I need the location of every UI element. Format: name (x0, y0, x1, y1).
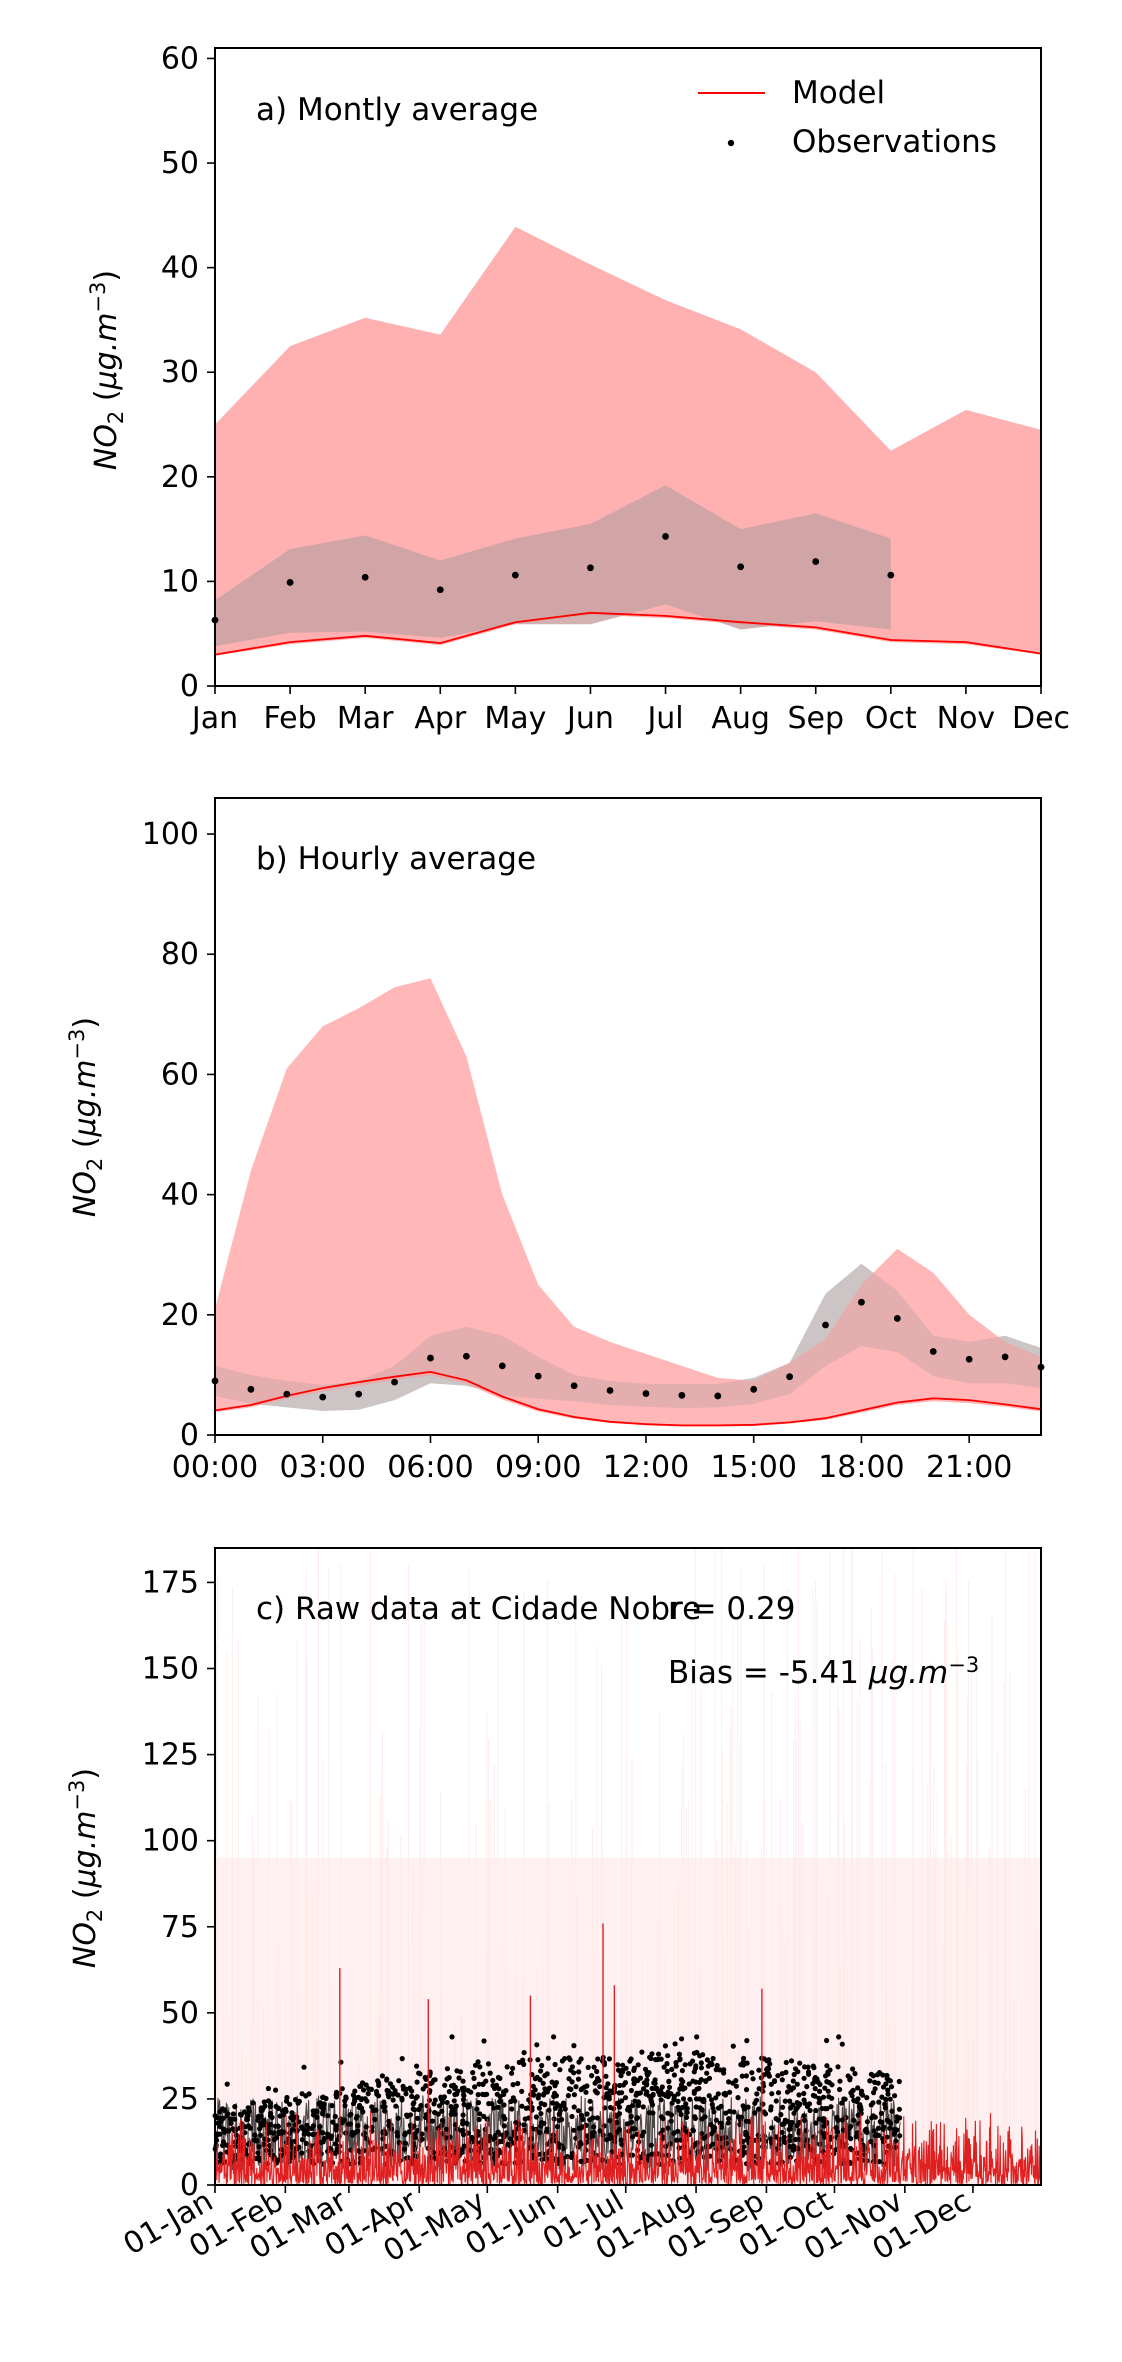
panel-a-xtick-label: Jun (565, 701, 614, 736)
panel-a-ytick-label: 30 (161, 355, 199, 390)
observation-point (714, 1392, 722, 1400)
panel-a-ytick-label: 50 (161, 146, 199, 181)
observation-point (283, 1390, 291, 1398)
panel-hourly-average: 0 20 40 60 80 100 00:00 03:00 06:00 09:00 12:00 15:… (65, 797, 1045, 1485)
panel-a-title: a) Montly average (256, 92, 538, 128)
observation-point (436, 586, 444, 594)
observation-point (286, 579, 294, 586)
observation-point (319, 1393, 327, 1401)
observation-point (1001, 1353, 1009, 1361)
panel-b-xtick-label: 21:00 (926, 1450, 1012, 1485)
panel-c-ytick-label: 25 (161, 2082, 199, 2117)
panel-a-xtick-label: Aug (711, 701, 770, 736)
bias-text: Bias = -5.41 μg.m−3 (668, 1653, 979, 1691)
panel-c-ytick-label: 175 (142, 1565, 199, 1600)
model-mean-line (214, 1370, 1042, 1427)
observation-point (858, 1298, 865, 1306)
observation-range-band (215, 485, 891, 647)
panel-a-axes-frame (214, 47, 1042, 687)
observation-point (662, 533, 669, 540)
panel-b-xtick-label: 12:00 (603, 1450, 689, 1485)
panel-b-ylabel: NO2 (μg.m−3) (65, 1017, 107, 1217)
panel-b-xtick-label: 03:00 (280, 1450, 366, 1485)
observation-point (511, 571, 519, 579)
observation-point (929, 1348, 937, 1355)
observation-point (750, 1385, 758, 1393)
model-line (214, 2110, 1042, 2187)
panel-a-xtick-label: Apr (414, 701, 467, 736)
legend-observations-label: Observations (792, 124, 997, 160)
panel-a-xtick-label: Nov (937, 701, 996, 736)
panel-b-xtick-label: 15:00 (710, 1450, 796, 1485)
panel-c-ylabel: NO2 (μg.m−3) (65, 1768, 107, 1968)
observation-point (534, 1372, 542, 1380)
panel-b-ytick-label: 0 (180, 1418, 199, 1453)
legend-observations-marker (727, 139, 735, 147)
panel-a-ytick-label: 20 (161, 460, 199, 495)
observation-point (887, 571, 895, 579)
panel-c-ytick-label: 50 (161, 1996, 199, 2031)
panel-b-ytick-label: 40 (161, 1178, 199, 1213)
panel-b-xtick-label: 00:00 (172, 1450, 258, 1485)
panel-a-xtick-label: Jul (645, 701, 683, 736)
panel-c-title: c) Raw data at Cidade Nobre (256, 1591, 701, 1627)
panel-b-xtick-label: 06:00 (387, 1450, 473, 1485)
observation-point (355, 1390, 363, 1398)
observation-point (570, 1382, 578, 1390)
observation-point (812, 558, 820, 565)
panel-b-ytick-label: 60 (161, 1057, 199, 1092)
panel-a-xtick-label: Mar (337, 701, 394, 736)
panel-a-xtick-label: Oct (865, 701, 917, 736)
observation-point (587, 564, 594, 572)
observation-point (965, 1355, 973, 1363)
panel-c-ytick-label: 125 (142, 1738, 199, 1773)
model-mean-line (214, 611, 1042, 656)
panel-a-ytick-label: 40 (161, 251, 199, 286)
panel-a-xtick-label: Feb (264, 701, 317, 736)
panel-b-ytick-label: 100 (142, 817, 199, 852)
observation-point (737, 563, 745, 571)
panel-raw-data: 025507510012515017501-Jan01-Feb01-Mar01-… (65, 1547, 1042, 2269)
panel-a-ytick-label: 10 (161, 564, 199, 599)
band-overlap-shade (215, 1263, 1041, 1411)
panel-a-xtick-label: Sep (787, 701, 844, 736)
panel-a-xtick-label: Jan (190, 701, 238, 736)
model-range-band (215, 978, 1041, 1427)
observation-point (786, 1373, 794, 1381)
observation-point (606, 1387, 614, 1394)
panel-a-ylabel: NO2 (μg.m−3) (86, 270, 128, 470)
panel-a-xtick-label: Dec (1012, 701, 1070, 736)
panel-a-xtick-label: May (484, 701, 546, 736)
observation-point (642, 1390, 650, 1397)
observation-point (247, 1385, 255, 1393)
panel-a-ytick-label: 60 (161, 41, 199, 76)
observation-point (498, 1362, 506, 1370)
panel-a-ytick-label: 0 (180, 669, 199, 704)
panel-b-ytick-label: 80 (161, 937, 199, 972)
panel-c-ytick-label: 150 (142, 1652, 199, 1687)
correlation-text: r = 0.29 (668, 1591, 795, 1627)
observation-point (822, 1321, 829, 1329)
panel-b-title: b) Hourly average (256, 841, 536, 877)
panel-b-xtick-label: 18:00 (818, 1450, 904, 1485)
observation-point (427, 1354, 434, 1362)
observation-point (462, 1352, 470, 1360)
panel-b-xtick-label: 09:00 (495, 1450, 581, 1485)
panel-c-ytick-label: 100 (142, 1824, 199, 1859)
legend: Model Observations (698, 75, 997, 160)
panel-c-ytick-label: 0 (180, 2168, 199, 2203)
observation-point (361, 573, 369, 581)
legend-model-label: Model (792, 75, 885, 111)
panel-monthly-average: 0 10 20 30 40 50 60 Jan Feb Mar Apr May Jun Jul Aug Sep… (86, 41, 1070, 736)
observation-point (391, 1378, 398, 1386)
observation-point (893, 1315, 901, 1322)
panel-c-axes-frame (214, 1547, 1042, 2186)
panel-b-ytick-label: 20 (161, 1298, 199, 1333)
panel-b-axes-frame (214, 797, 1042, 1436)
panel-c-ytick-label: 75 (161, 1910, 199, 1945)
observation-point (678, 1391, 686, 1399)
